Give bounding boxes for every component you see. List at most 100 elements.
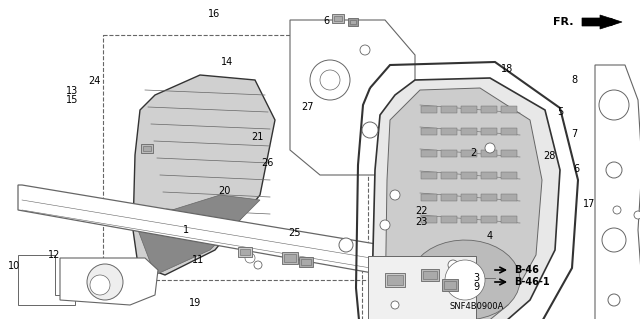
Text: 26: 26 — [261, 158, 274, 168]
Circle shape — [613, 206, 621, 214]
Bar — [332, 13, 344, 23]
Text: 17: 17 — [582, 199, 595, 209]
Text: FR.: FR. — [552, 17, 573, 27]
Bar — [441, 172, 457, 179]
Circle shape — [445, 260, 485, 300]
Polygon shape — [60, 258, 158, 305]
Bar — [421, 106, 437, 113]
Text: 7: 7 — [571, 129, 577, 139]
Circle shape — [602, 228, 626, 252]
Text: B-46: B-46 — [514, 265, 539, 275]
Circle shape — [608, 294, 620, 306]
Bar — [238, 247, 252, 257]
Circle shape — [391, 301, 399, 309]
Circle shape — [380, 220, 390, 230]
Text: 24: 24 — [88, 76, 101, 86]
Text: 12: 12 — [48, 250, 61, 260]
Bar — [501, 216, 517, 223]
Text: SNF4B0900A: SNF4B0900A — [450, 302, 504, 311]
Circle shape — [485, 143, 495, 153]
Text: 28: 28 — [543, 151, 556, 161]
Bar — [141, 144, 153, 152]
Bar — [334, 16, 342, 20]
Bar — [461, 216, 477, 223]
Bar — [501, 194, 517, 201]
Bar — [421, 150, 437, 157]
Text: B-46-1: B-46-1 — [514, 277, 550, 287]
Circle shape — [599, 90, 629, 120]
Bar — [501, 150, 517, 157]
Bar — [301, 259, 311, 265]
Polygon shape — [410, 240, 520, 319]
Polygon shape — [372, 78, 560, 319]
Circle shape — [87, 264, 123, 300]
Bar — [461, 128, 477, 135]
Text: 27: 27 — [301, 102, 314, 112]
Bar — [501, 128, 517, 135]
Bar — [103, 35, 368, 280]
Text: 20: 20 — [218, 186, 230, 197]
Circle shape — [390, 190, 400, 200]
Text: 2: 2 — [470, 148, 477, 158]
Text: 13: 13 — [65, 86, 78, 96]
Bar — [387, 275, 403, 285]
Bar — [441, 216, 457, 223]
Polygon shape — [18, 185, 460, 285]
Circle shape — [362, 122, 378, 138]
Text: 10: 10 — [8, 261, 20, 271]
Polygon shape — [595, 65, 640, 319]
Bar — [461, 106, 477, 113]
Polygon shape — [582, 15, 622, 29]
Text: 6: 6 — [573, 164, 579, 174]
Circle shape — [320, 70, 340, 90]
Text: 4: 4 — [486, 231, 493, 241]
Bar — [481, 128, 497, 135]
Text: 3: 3 — [474, 272, 480, 283]
Circle shape — [310, 60, 350, 100]
Circle shape — [339, 238, 353, 252]
Bar — [481, 106, 497, 113]
Bar — [423, 271, 437, 279]
Bar — [284, 254, 296, 262]
Text: 18: 18 — [501, 63, 514, 74]
Polygon shape — [133, 75, 275, 275]
Bar — [282, 252, 298, 264]
Bar — [368, 256, 476, 319]
Circle shape — [360, 45, 370, 55]
Text: 5: 5 — [557, 107, 563, 117]
Text: 23: 23 — [415, 217, 428, 227]
Bar — [444, 281, 456, 289]
Circle shape — [634, 211, 640, 219]
Text: 11: 11 — [192, 255, 205, 265]
Bar — [441, 106, 457, 113]
Bar — [501, 172, 517, 179]
Bar — [441, 194, 457, 201]
Text: 1: 1 — [182, 225, 189, 235]
Circle shape — [90, 275, 110, 295]
Bar — [421, 128, 437, 135]
Bar — [461, 172, 477, 179]
Bar — [481, 216, 497, 223]
Polygon shape — [138, 195, 260, 275]
Text: 19: 19 — [189, 298, 202, 308]
Circle shape — [606, 162, 622, 178]
Text: 14: 14 — [221, 57, 234, 67]
Bar — [385, 273, 405, 287]
Text: 22: 22 — [415, 205, 428, 216]
Bar — [441, 128, 457, 135]
Bar — [421, 269, 439, 281]
Circle shape — [245, 253, 255, 263]
Text: 16: 16 — [208, 9, 221, 19]
Polygon shape — [18, 255, 75, 305]
Bar — [481, 172, 497, 179]
Bar — [348, 18, 358, 26]
Text: 15: 15 — [65, 95, 78, 106]
Bar — [481, 150, 497, 157]
Circle shape — [448, 260, 458, 270]
Bar — [481, 194, 497, 201]
Bar — [421, 216, 437, 223]
Bar — [362, 250, 482, 319]
Text: 8: 8 — [571, 75, 577, 85]
Text: 9: 9 — [474, 282, 480, 292]
Bar — [299, 257, 313, 267]
